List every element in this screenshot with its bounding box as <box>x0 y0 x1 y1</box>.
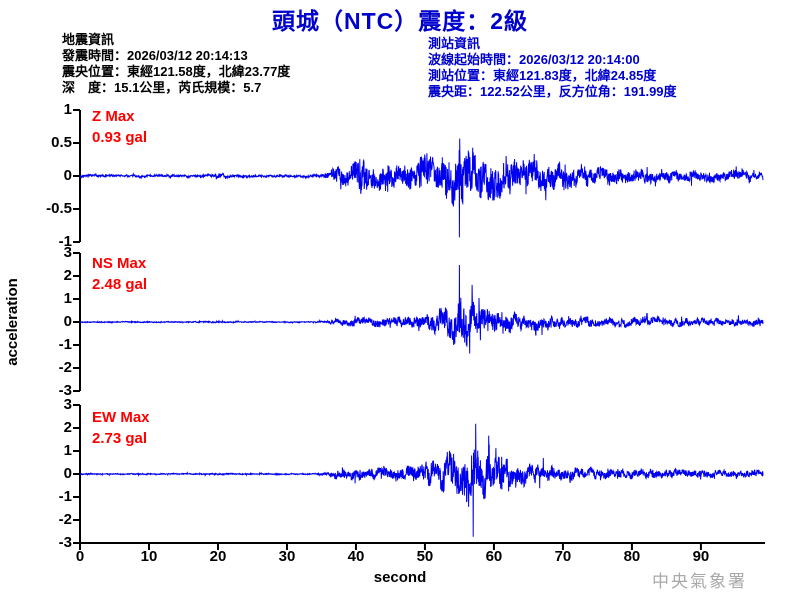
ns-max-title: NS Max <box>92 255 147 272</box>
x-tick-label: 70 <box>554 548 572 565</box>
waveform-Z <box>79 138 764 238</box>
ns-max-value: 2.48 gal <box>92 276 148 293</box>
epicentral-distance-line: 震央距：122.52公里，反方位角：191.99度 <box>428 84 677 99</box>
agency-watermark: 中央氣象署 <box>652 572 747 592</box>
y-tick-label-NS: -1 <box>58 336 72 353</box>
y-tick-label-EW: 2 <box>63 419 72 436</box>
x-tick-label: 40 <box>347 548 365 565</box>
x-tick-label: 80 <box>623 548 641 565</box>
earthquake-info-heading: 地震資訊 <box>62 32 115 47</box>
x-tick-label: 20 <box>209 548 227 565</box>
y-tick-label-Z: 0 <box>63 167 72 184</box>
ns-max-label: NS Max 2.48 gal <box>92 253 147 295</box>
x-tick-label: 50 <box>416 548 434 565</box>
y-tick-label-NS: -2 <box>58 359 72 376</box>
waveform-NS <box>80 264 764 354</box>
waveform-EW <box>79 423 764 537</box>
station-info-block: 測站資訊 波線起始時間：2026/03/12 20:14:00 測站位置：東經1… <box>428 36 677 100</box>
y-tick-label-Z: 0.5 <box>51 134 72 151</box>
station-info-heading: 測站資訊 <box>428 36 481 51</box>
ew-max-value: 2.73 gal <box>92 430 148 447</box>
x-tick-label: 10 <box>140 548 158 565</box>
y-tick-label-EW: -1 <box>58 488 72 505</box>
ew-max-label: EW Max 2.73 gal <box>92 407 150 449</box>
x-tick-label: 60 <box>485 548 503 565</box>
x-tick-label: 0 <box>75 548 85 565</box>
x-tick-label: 90 <box>692 548 710 565</box>
origin-time-line: 發震時間：2026/03/12 20:14:13 <box>62 48 248 63</box>
y-tick-label-NS: 3 <box>63 244 72 261</box>
y-tick-label-EW: 1 <box>63 442 72 459</box>
y-tick-label-EW: -3 <box>58 534 72 551</box>
y-tick-label-NS: -3 <box>58 382 72 399</box>
page-title: 頭城（NTC）震度：2級 <box>271 8 529 34</box>
y-tick-label-EW: 3 <box>63 396 72 413</box>
z-max-label: Z Max 0.93 gal <box>92 106 147 148</box>
y-tick-label-EW: 0 <box>63 465 72 482</box>
epicenter-location-line: 震央位置：東經121.58度，北緯23.77度 <box>62 64 291 79</box>
y-tick-label-NS: 1 <box>63 290 72 307</box>
x-tick-label: 30 <box>278 548 296 565</box>
y-tick-label-Z: -0.5 <box>46 200 72 217</box>
earthquake-info-block: 地震資訊 發震時間：2026/03/12 20:14:13 震央位置：東經121… <box>62 32 290 96</box>
y-tick-label-Z: 1 <box>63 101 72 118</box>
z-max-value: 0.93 gal <box>92 129 148 146</box>
ew-max-title: EW Max <box>92 409 150 426</box>
y-tick-label-NS: 2 <box>63 267 72 284</box>
y-tick-label-NS: 0 <box>63 313 72 330</box>
x-axis-label: second <box>373 569 427 586</box>
z-max-title: Z Max <box>92 108 135 125</box>
depth-magnitude-line: 深 度：15.1公里，芮氏規模：5.7 <box>62 80 262 95</box>
trace-start-time-line: 波線起始時間：2026/03/12 20:14:00 <box>428 52 640 67</box>
y-tick-label-Z: -1 <box>58 233 72 250</box>
station-location-line: 測站位置：東經121.83度，北緯24.85度 <box>428 68 657 83</box>
y-tick-label-EW: -2 <box>58 511 72 528</box>
